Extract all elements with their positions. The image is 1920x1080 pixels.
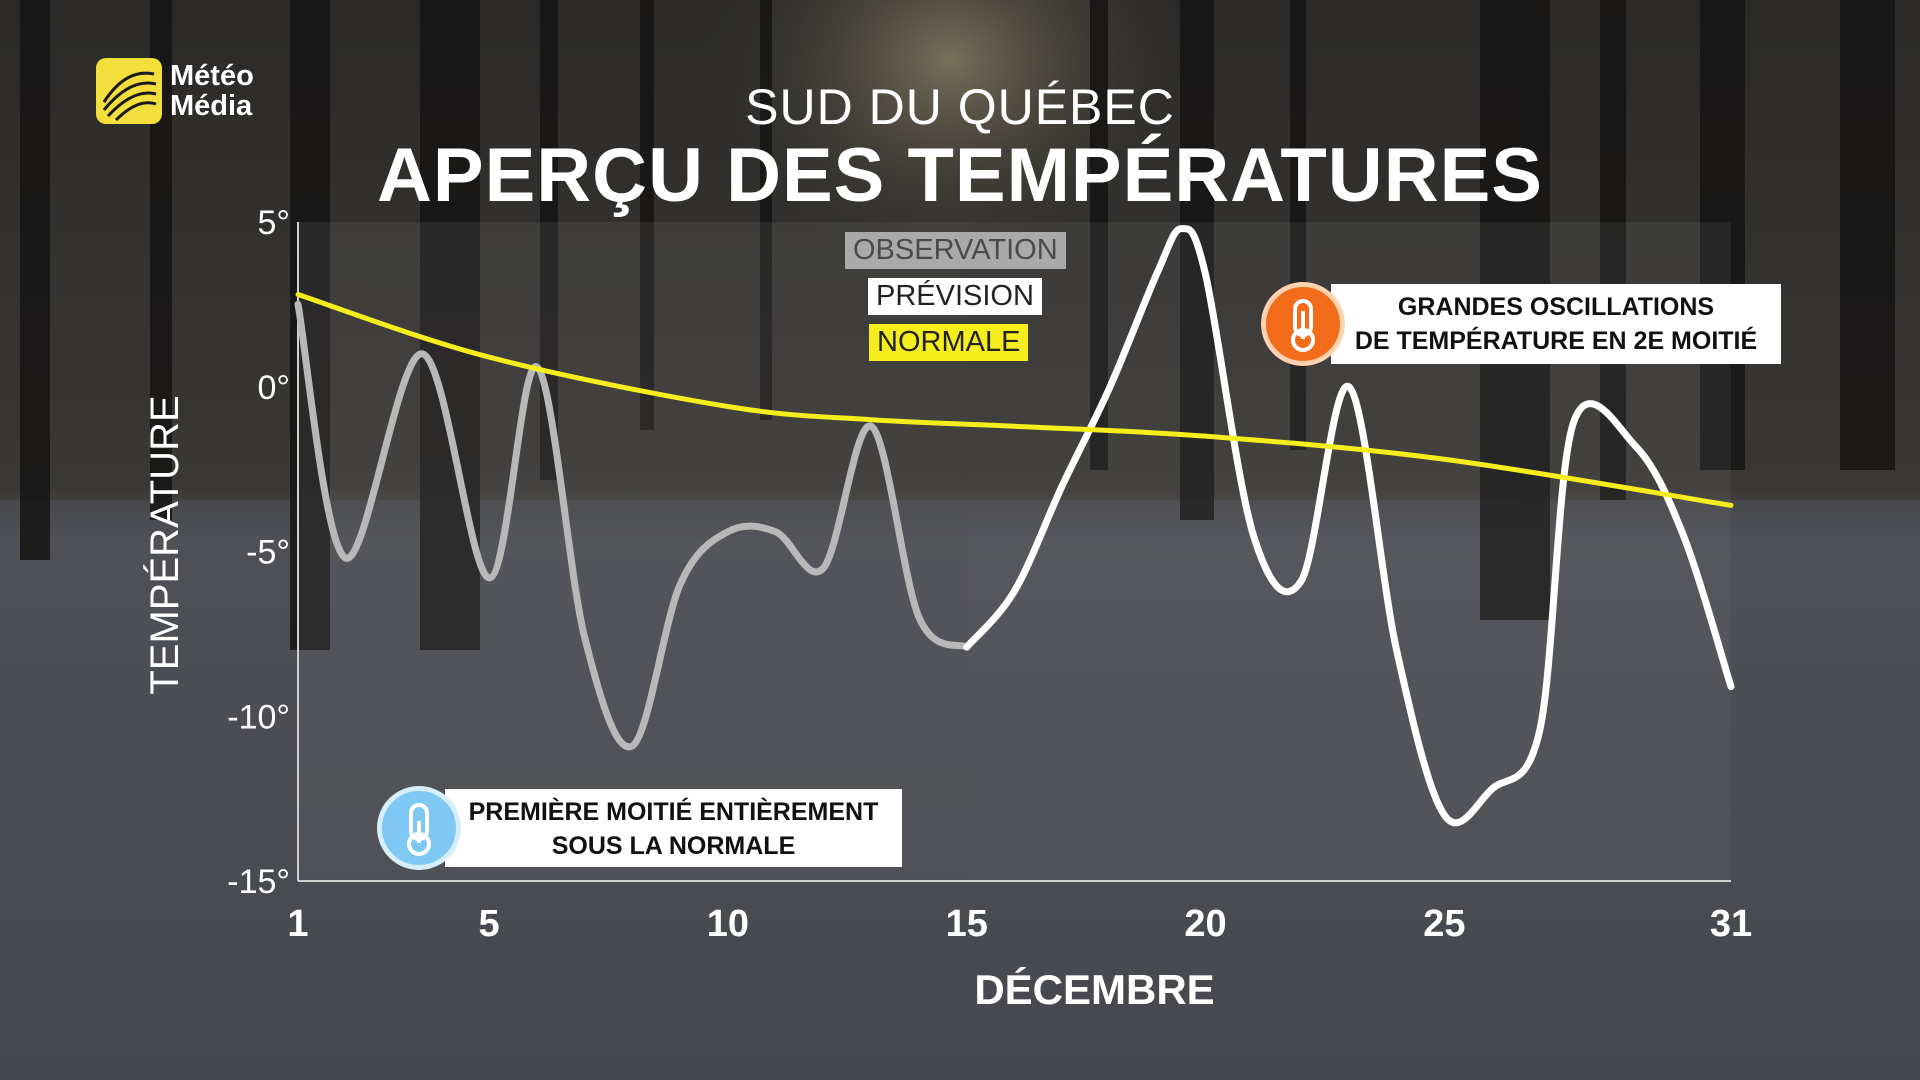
legend-forecast: PRÉVISION xyxy=(868,278,1042,315)
x-tick-label: 15 xyxy=(946,903,988,945)
legend-observation: OBSERVATION xyxy=(845,232,1066,269)
observation-period-shade xyxy=(298,222,967,881)
x-tick-label: 20 xyxy=(1184,903,1226,945)
x-tick-label: 25 xyxy=(1423,903,1465,945)
callout-second-half: GRANDES OSCILLATIONS DE TEMPÉRATURE EN 2… xyxy=(1331,284,1781,364)
chart-title: APERÇU DES TEMPÉRATURES xyxy=(377,133,1543,218)
y-tick-label: 0° xyxy=(257,369,290,407)
chart-subtitle: SUD DU QUÉBEC xyxy=(745,79,1175,135)
brand-name-line1: Météo xyxy=(170,60,254,92)
meteomedia-logo: Météo Média xyxy=(96,58,254,124)
callout-first-half: PREMIÈRE MOITIÉ ENTIÈREMENT SOUS LA NORM… xyxy=(445,789,902,867)
normal-line xyxy=(295,291,1734,508)
legend-normal: NORMALE xyxy=(869,324,1029,361)
x-tick-label: 1 xyxy=(287,903,308,945)
forecast-line xyxy=(963,225,1735,827)
observation-line xyxy=(294,300,971,751)
x-axis-label: DÉCEMBRE xyxy=(974,966,1214,1013)
callout-first-half-line1: PREMIÈRE MOITIÉ ENTIÈREMENT xyxy=(468,798,879,826)
y-tick-label: -15° xyxy=(227,863,290,901)
y-axis-label: TEMPÉRATURE xyxy=(142,395,187,694)
globe-logo-icon xyxy=(96,58,162,124)
y-tick-label: -10° xyxy=(227,698,290,736)
x-tick-label: 31 xyxy=(1710,903,1752,945)
callout-second-half-line1: GRANDES OSCILLATIONS xyxy=(1397,293,1715,321)
y-tick-label: 5° xyxy=(257,204,290,242)
x-tick-label: 10 xyxy=(707,903,749,945)
brand-name-line2: Média xyxy=(170,90,253,122)
y-tick-label: -5° xyxy=(246,534,290,572)
callout-second-half-line2: DE TEMPÉRATURE EN 2E MOITIÉ xyxy=(1354,327,1758,355)
thermometer-cold-icon xyxy=(377,786,461,870)
callout-first-half-line2: SOUS LA NORMALE xyxy=(551,832,796,860)
x-tick-label: 5 xyxy=(478,903,499,945)
thermometer-hot-icon xyxy=(1261,282,1345,366)
